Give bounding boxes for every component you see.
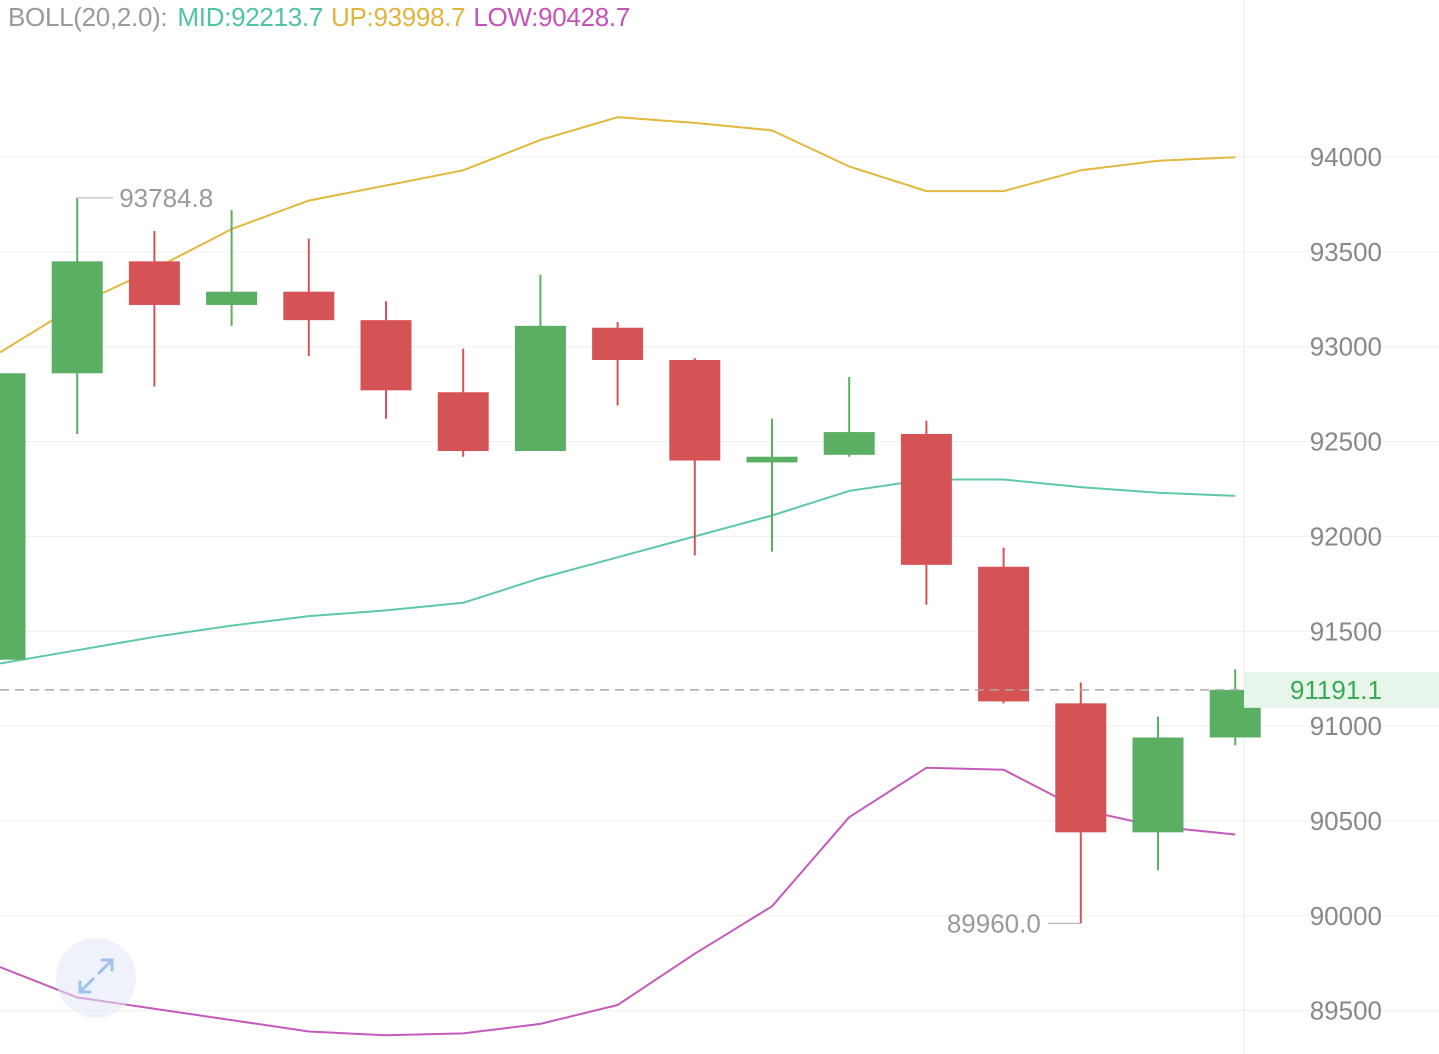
boll-indicator-header: BOLL(20,2.0): MID:92213.7 UP:93998.7 LOW:90… bbox=[8, 0, 638, 34]
candle-down bbox=[1055, 682, 1107, 924]
candle-down bbox=[900, 420, 952, 605]
boll-lines bbox=[0, 116, 1236, 1037]
candle-down bbox=[283, 238, 335, 357]
candle-down bbox=[592, 322, 644, 406]
candle-body bbox=[1132, 737, 1184, 833]
y-tick-label: 92000 bbox=[1310, 521, 1382, 551]
boll-mid-line bbox=[0, 478, 1236, 665]
current-price-tag bbox=[1244, 671, 1439, 708]
candle-body bbox=[360, 320, 412, 391]
boll-low-value: LOW:90428.7 bbox=[473, 2, 630, 32]
candle-up bbox=[514, 274, 566, 452]
boll-up-value: UP:93998.7 bbox=[331, 2, 466, 32]
candle-body bbox=[283, 291, 335, 321]
expand-chart-button[interactable] bbox=[56, 938, 136, 1018]
candle-body bbox=[746, 456, 798, 463]
candle-down bbox=[669, 358, 721, 556]
candle-up bbox=[51, 197, 103, 434]
candle-body bbox=[900, 433, 952, 565]
candle-up bbox=[746, 418, 798, 552]
candle-body bbox=[978, 566, 1030, 702]
candle-body bbox=[206, 291, 258, 305]
y-tick-label: 91000 bbox=[1310, 711, 1382, 741]
y-tick-label: 93500 bbox=[1310, 237, 1382, 267]
candle-body bbox=[128, 261, 180, 305]
y-axis: 94000 93500 93000 92500 92000 91500 91000 90500… bbox=[1310, 142, 1382, 1026]
low-annotation-label: 89960.0 bbox=[947, 908, 1041, 938]
high-annotation-label: 93784.8 bbox=[119, 183, 213, 213]
candle-down bbox=[128, 230, 180, 387]
candle-body bbox=[437, 392, 489, 452]
candle-body bbox=[1055, 703, 1107, 833]
candle-body bbox=[0, 373, 26, 660]
y-tick-label: 94000 bbox=[1310, 142, 1382, 172]
boll-label: BOLL(20,2.0): bbox=[8, 2, 168, 32]
candle-down bbox=[437, 348, 489, 457]
expand-arrows-icon bbox=[72, 952, 120, 1005]
y-tick-label: 92500 bbox=[1310, 427, 1382, 457]
boll-upper-line bbox=[0, 116, 1236, 354]
candle-up bbox=[206, 210, 258, 326]
candle-body bbox=[823, 432, 875, 455]
candle-body bbox=[669, 359, 721, 461]
y-tick-label: 89500 bbox=[1310, 996, 1382, 1026]
candle-body bbox=[514, 325, 566, 452]
boll-mid-value: MID:92213.7 bbox=[177, 2, 323, 32]
boll-lower-line bbox=[0, 766, 1236, 1037]
candle-up bbox=[823, 377, 875, 457]
candle-body bbox=[51, 261, 103, 374]
candle-down bbox=[978, 547, 1030, 704]
candles bbox=[0, 197, 1261, 924]
y-tick-label: 90000 bbox=[1310, 901, 1382, 931]
y-tick-label: 90500 bbox=[1310, 806, 1382, 836]
candle-body bbox=[592, 327, 644, 360]
candle-up bbox=[0, 373, 26, 660]
candle-up bbox=[1132, 716, 1184, 871]
candle-down bbox=[360, 301, 412, 419]
y-tick-label: 91500 bbox=[1310, 616, 1382, 646]
current-price-label: 91191.1 bbox=[1290, 675, 1382, 705]
annotations: 93784.8 89960.0 91191.1 bbox=[0, 183, 1439, 938]
y-tick-label: 93000 bbox=[1310, 332, 1382, 362]
